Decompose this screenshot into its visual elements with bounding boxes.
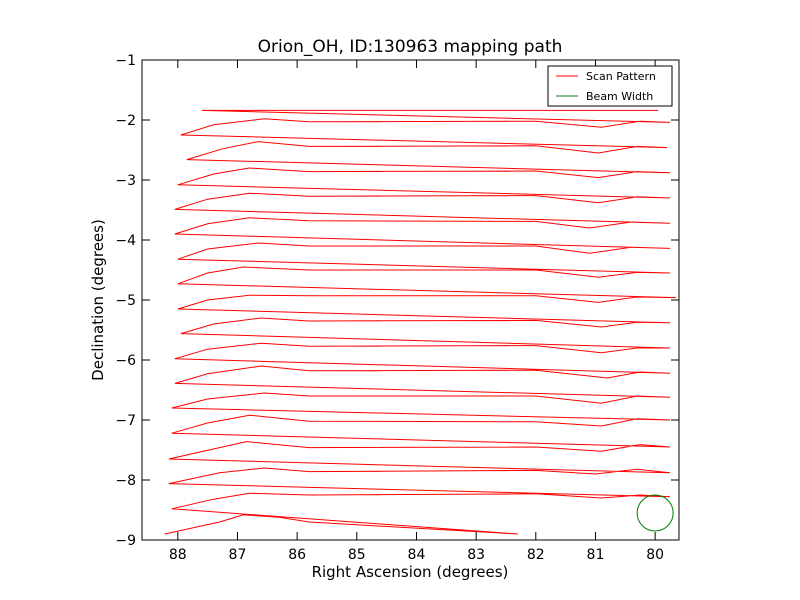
x-tick-label: 87 (229, 547, 247, 563)
x-tick-label: 88 (169, 547, 187, 563)
x-tick-label: 86 (288, 547, 306, 563)
y-axis: −1 −2 −3 −4 −5 −6 −7 −8 −9 (115, 53, 679, 549)
y-tick-label: −8 (115, 473, 136, 489)
beam-width-circle (636, 494, 674, 532)
y-tick-label: −6 (115, 353, 136, 369)
x-tick-label: 81 (587, 547, 605, 563)
x-tick-label: 84 (408, 547, 426, 563)
legend-box (547, 65, 673, 107)
legend-label-scan-pattern: Scan Pattern (586, 70, 656, 83)
y-tick-label: −7 (115, 413, 136, 429)
y-tick-label: −4 (115, 233, 136, 249)
plot-background (142, 60, 679, 540)
x-tick-label: 85 (348, 547, 366, 563)
y-tick-label: −1 (115, 53, 136, 69)
chart-title: Orion_OH, ID:130963 mapping path (258, 37, 563, 57)
y-tick-label: −9 (115, 533, 136, 549)
x-tick-label: 83 (467, 547, 485, 563)
y-axis-title: Declination (degrees) (89, 219, 107, 381)
plot-area (141, 59, 680, 541)
legend-label-beam-width: Beam Width (586, 90, 653, 103)
y-tick-label: −2 (115, 113, 136, 129)
x-axis-title: Right Ascension (degrees) (312, 563, 509, 581)
legend: Scan Pattern Beam Width (547, 65, 673, 107)
x-tick-label: 82 (527, 547, 545, 563)
y-tick-label: −5 (115, 293, 136, 309)
x-tick-label: 80 (646, 547, 664, 563)
x-axis: 88 87 86 85 84 83 82 81 80 (169, 60, 664, 563)
scan-pattern-line (164, 109, 677, 535)
y-tick-label: −3 (115, 173, 136, 189)
